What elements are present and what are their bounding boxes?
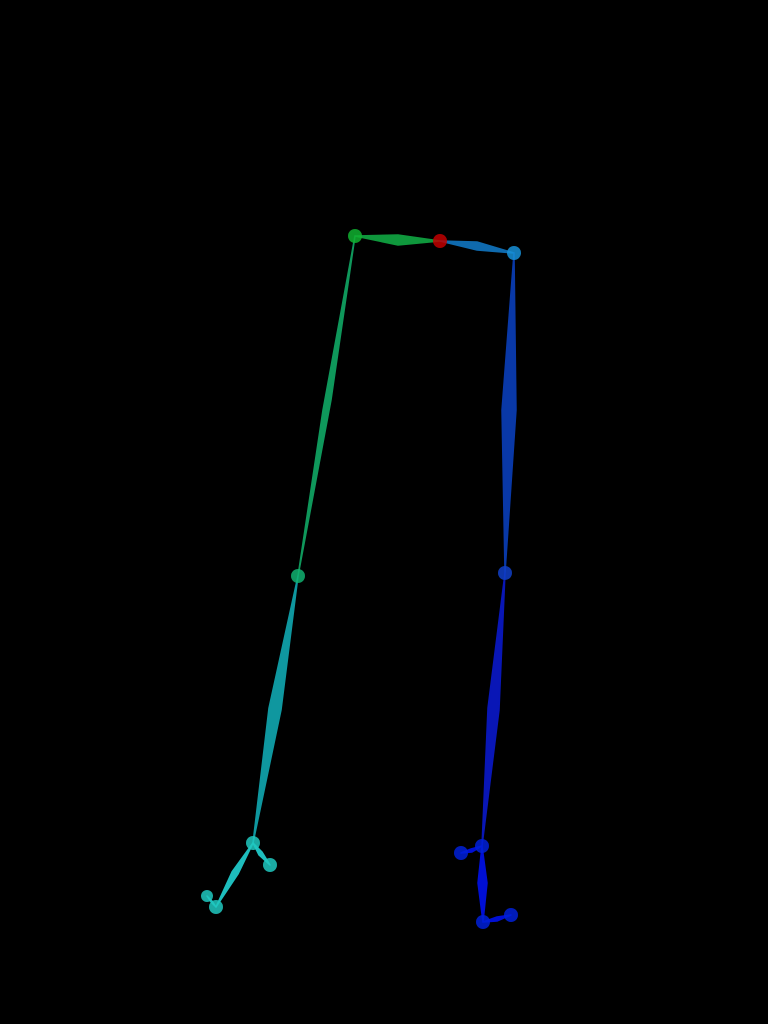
left-knee-joint <box>291 569 305 583</box>
left-toe-joint <box>263 858 277 872</box>
right-hip-joint <box>507 246 521 260</box>
left-small-toe-joint <box>201 890 213 902</box>
pelvis-joint <box>433 234 447 248</box>
left-hip-joint <box>348 229 362 243</box>
right-small-toe-joint <box>504 908 518 922</box>
left-ankle-joint <box>246 836 260 850</box>
joints-group <box>201 229 521 929</box>
limbs-group <box>206 234 517 923</box>
right-toe-joint <box>454 846 468 860</box>
right-ankle-joint <box>475 839 489 853</box>
right-knee-joint <box>498 566 512 580</box>
left-heel-joint <box>209 900 223 914</box>
right-heel-joint <box>476 915 490 929</box>
